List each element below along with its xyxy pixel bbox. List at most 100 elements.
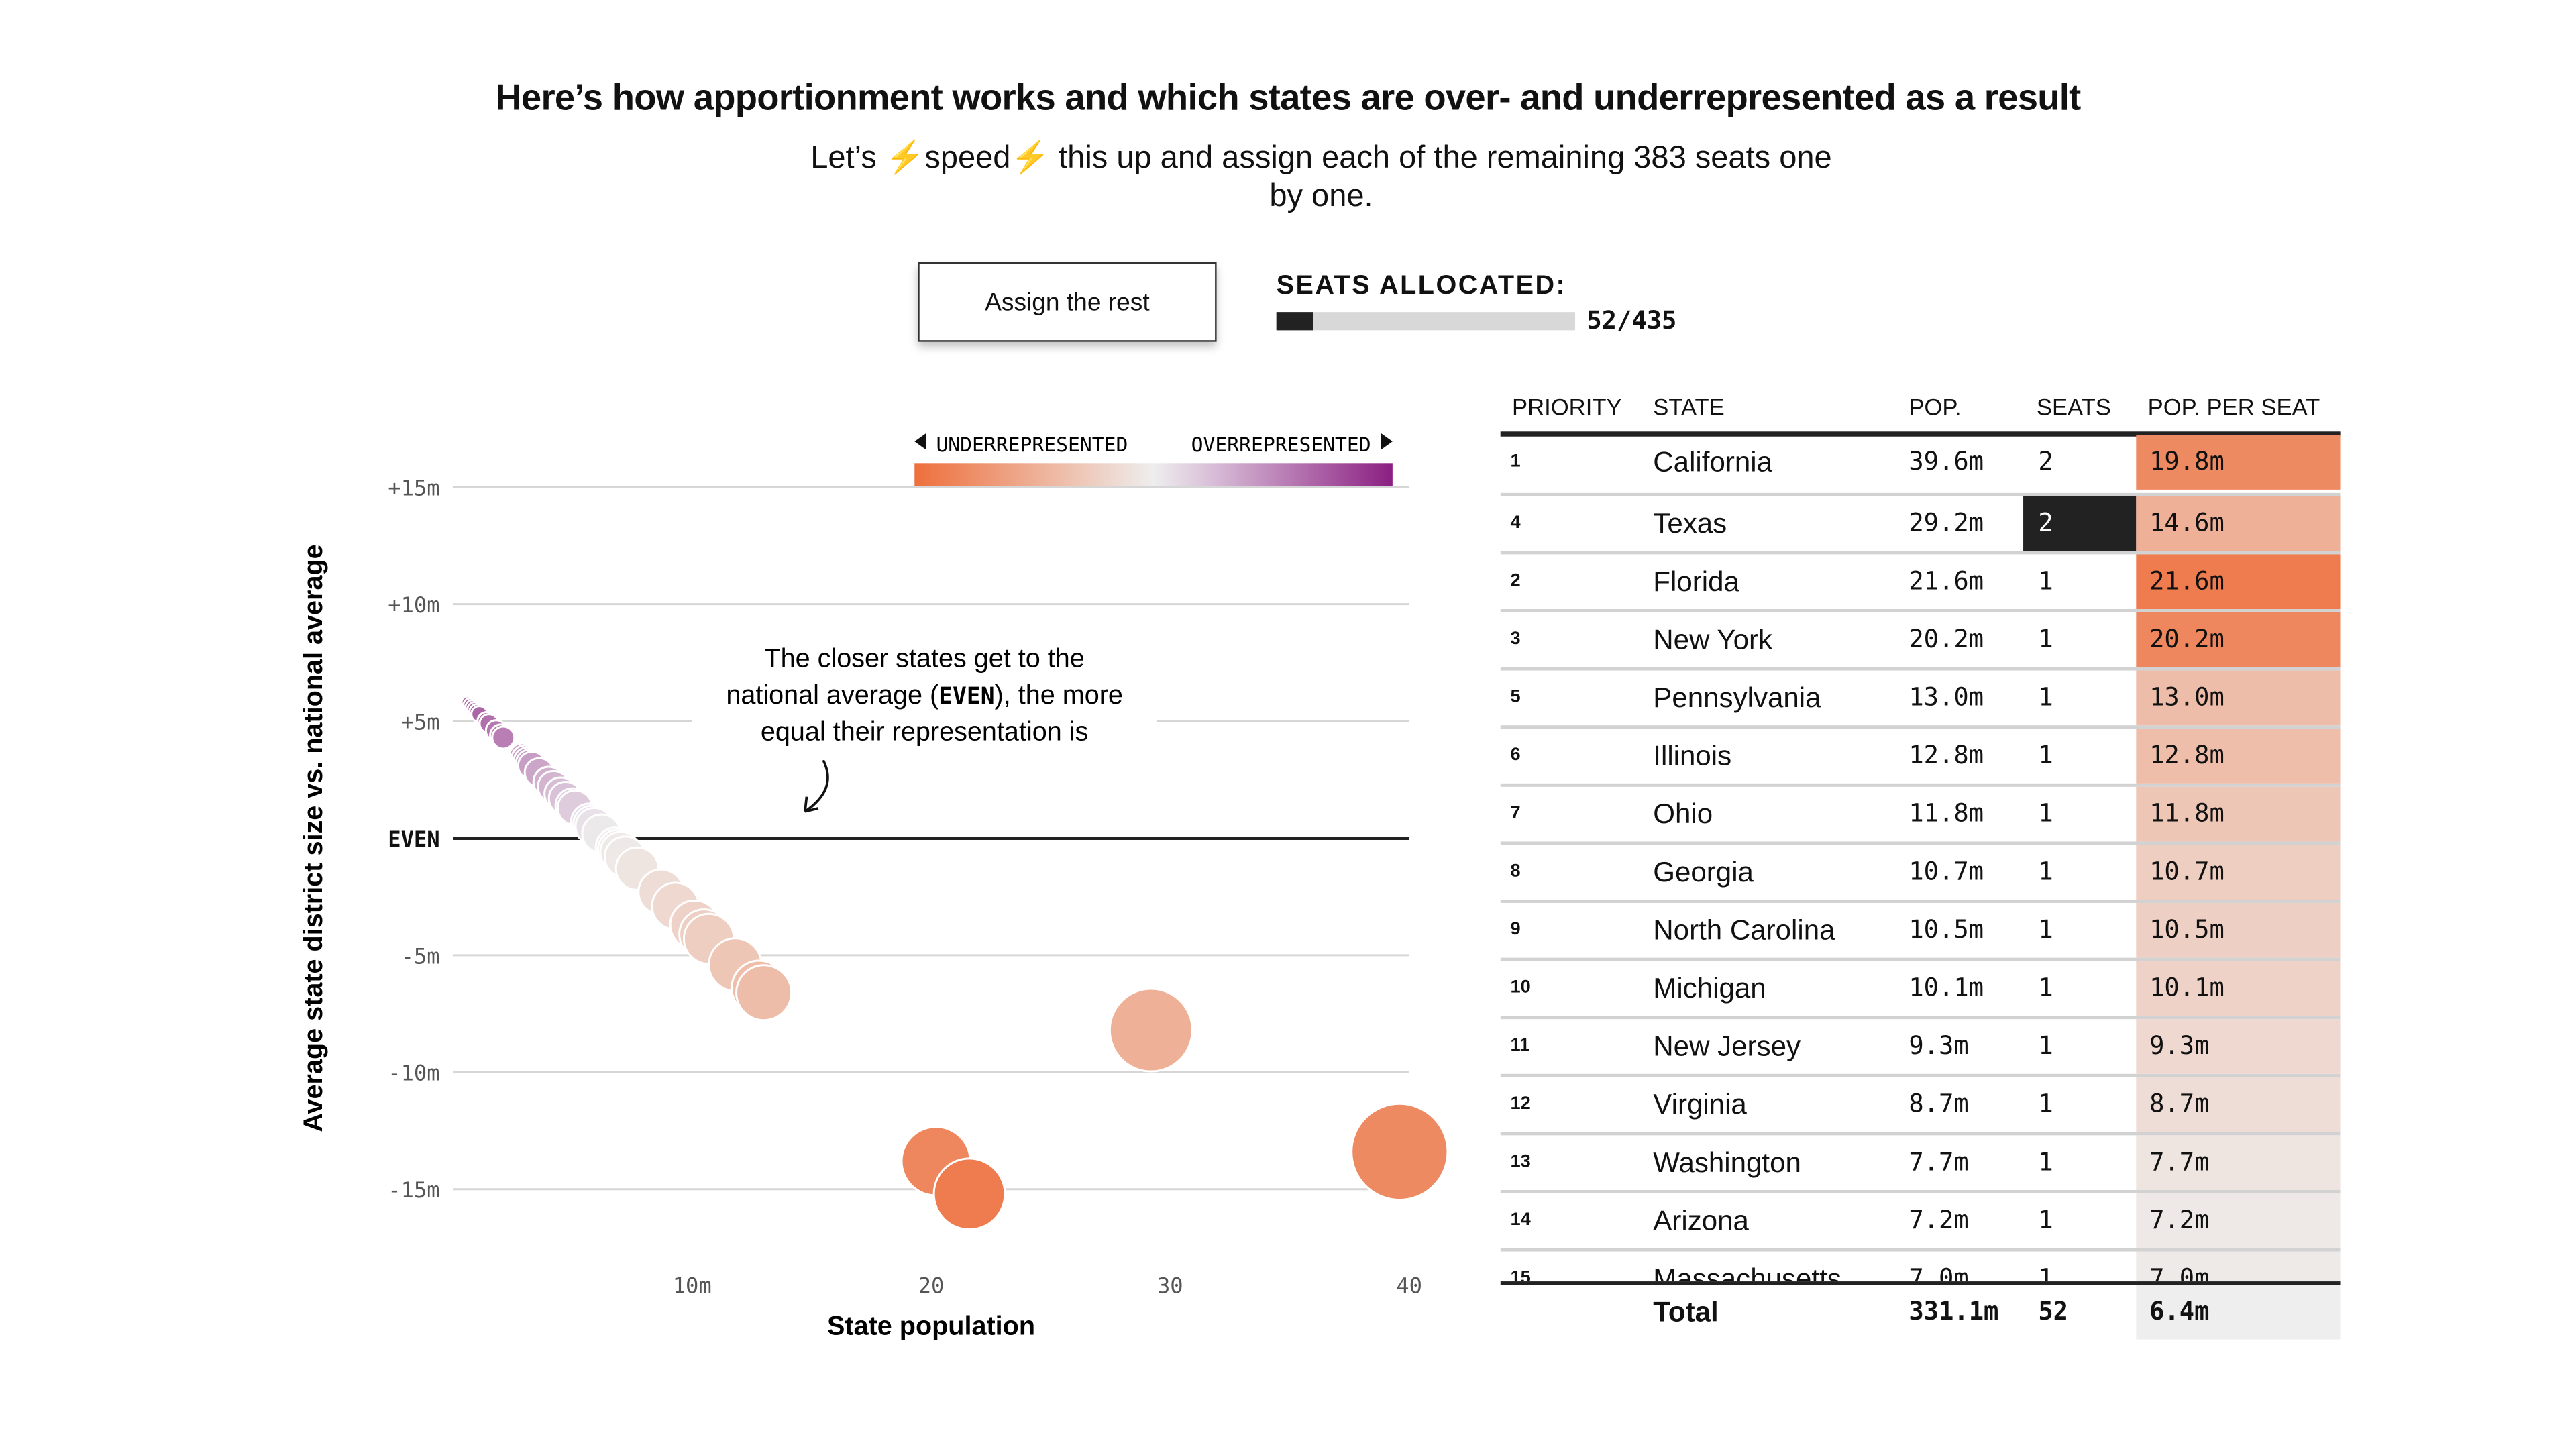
table-row[interactable]: 4 Texas 29.2m 2 14.6m: [1500, 492, 2341, 551]
total-row: Total 331.1m 52 6.4m: [1500, 1281, 2341, 1340]
seats-cell: 1: [2038, 1146, 2053, 1177]
pop-cell: 11.8m: [1909, 798, 1984, 828]
seats-cell: 1: [2038, 972, 2053, 1003]
state-bubble[interactable]: [735, 964, 793, 1022]
subtitle-text: this up and assign each of the remaining…: [1050, 141, 1832, 215]
x-tick-label: 40: [1396, 1273, 1422, 1298]
seats-cell: 1: [2038, 914, 2053, 945]
pop-per-seat-cell: 19.8m: [2136, 435, 2341, 490]
seats-count: 52/435: [1587, 305, 1677, 335]
state-cell: California: [1653, 446, 1772, 478]
subtitle-text: Let’s: [810, 141, 885, 176]
scatter-chart: +15m +10m +5m EVEN -5m -10m -15m 10m 20 30 40 UNDE…: [299, 433, 1449, 1340]
annotation: The closer states get to the national av…: [692, 631, 1157, 813]
state-bubble[interactable]: [1350, 1102, 1449, 1201]
seats-cell: 2: [2023, 496, 2137, 551]
state-cell: New Jersey: [1653, 1030, 1801, 1063]
seats-cell: 1: [2038, 566, 2053, 596]
annotation-line: equal their representation is: [761, 716, 1088, 746]
pop-cell: 7.7m: [1909, 1146, 1969, 1177]
pop-per-seat-cell: 7.7m: [2136, 1135, 2341, 1191]
seats-cell: 1: [2038, 1030, 2053, 1061]
seats-cell: 2: [2038, 446, 2053, 477]
table-row[interactable]: 7 Ohio 11.8m 1 11.8m: [1500, 783, 2341, 842]
curved-arrow-icon: [804, 759, 829, 813]
y-tick-label: +5m: [401, 709, 440, 735]
x-tick-label: 10m: [673, 1273, 712, 1298]
table-row[interactable]: 14 Arizona 7.2m 1 7.2m: [1500, 1190, 2341, 1248]
state-bubble[interactable]: [1108, 987, 1193, 1073]
pop-cell: 10.5m: [1909, 914, 1984, 945]
lightning-icon: ⚡: [1010, 141, 1051, 176]
priority-cell: 5: [1510, 687, 1521, 708]
seats-cell: 1: [2038, 740, 2053, 771]
table-row[interactable]: 10 Michigan 10.1m 1 10.1m: [1500, 957, 2341, 1016]
x-tick-label: 20: [918, 1273, 945, 1298]
col-header-state: STATE: [1653, 393, 1725, 420]
priority-cell: 2: [1510, 571, 1521, 591]
legend-under: UNDERREPRESENTED: [936, 433, 1128, 457]
table-row[interactable]: 12 Virginia 8.7m 1 8.7m: [1500, 1073, 2341, 1132]
table-row[interactable]: 2 Florida 21.6m 1 21.6m: [1500, 551, 2341, 610]
col-header-pop: POP.: [1909, 393, 1962, 420]
pop-cell: 13.0m: [1909, 682, 1984, 712]
legend-gradient: [914, 463, 1393, 486]
pop-per-seat-cell: 7.2m: [2136, 1193, 2341, 1248]
annotation-line: national average (EVEN), the more: [726, 680, 1123, 710]
y-tick-label: -5m: [401, 943, 440, 969]
seats-cell: 1: [2038, 1205, 2053, 1235]
table-row[interactable]: 6 Illinois 12.8m 1 12.8m: [1500, 725, 2341, 784]
state-bubble[interactable]: [491, 725, 516, 750]
pop-per-seat-cell: 13.0m: [2136, 670, 2341, 726]
seats-allocated-label: SEATS ALLOCATED:: [1276, 272, 1567, 301]
seats-cell: 1: [2038, 682, 2053, 712]
state-cell: Virginia: [1653, 1089, 1747, 1121]
table-row[interactable]: 11 New Jersey 9.3m 1 9.3m: [1500, 1016, 2341, 1074]
right-arrow-icon: [1381, 433, 1393, 450]
pop-cell: 12.8m: [1909, 740, 1984, 771]
y-tick-label: +10m: [388, 592, 439, 618]
state-cell: Georgia: [1653, 856, 1754, 888]
table-row[interactable]: 8 Georgia 10.7m 1 10.7m: [1500, 841, 2341, 900]
pop-per-seat-cell: 11.8m: [2136, 786, 2341, 842]
table-row[interactable]: 5 Pennsylvania 13.0m 1 13.0m: [1500, 667, 2341, 726]
pop-per-seat-cell: 20.2m: [2136, 612, 2341, 667]
state-bubble[interactable]: [932, 1157, 1006, 1231]
priority-cell: 6: [1510, 745, 1521, 765]
allocation-table[interactable]: 15 Massachusetts 7.0m 1 7.0m 14 Arizona 7.2m 1 7.…: [1500, 435, 2341, 1340]
col-header-priority: PRIORITY: [1511, 393, 1622, 420]
table-row[interactable]: 1 California 39.6m 2 19.8m: [1501, 435, 2341, 493]
y-axis-label: Average state district size vs. national…: [299, 544, 328, 1132]
priority-cell: 10: [1510, 977, 1531, 998]
subtitle: Let’s ⚡speed⚡ this up and assign each of…: [790, 140, 1852, 216]
total-seats: 52: [2038, 1296, 2069, 1326]
priority-cell: 3: [1510, 629, 1521, 649]
col-header-seats: SEATS: [2036, 393, 2111, 420]
pop-per-seat-cell: 21.6m: [2136, 554, 2341, 610]
pop-cell: 10.1m: [1909, 972, 1984, 1003]
table-row[interactable]: 3 New York 20.2m 1 20.2m: [1500, 609, 2341, 667]
seats-cell: 1: [2038, 856, 2053, 887]
pop-per-seat-cell: 10.7m: [2136, 845, 2341, 900]
col-header-pop-per-seat: POP. PER SEAT: [2147, 393, 2320, 420]
pop-cell: 39.6m: [1909, 446, 1984, 477]
table-row[interactable]: 9 North Carolina 10.5m 1 10.5m: [1500, 900, 2341, 958]
pop-per-seat-cell: 12.8m: [2136, 729, 2341, 784]
pop-cell: 20.2m: [1909, 624, 1984, 654]
total-pps: 6.4m: [2136, 1285, 2341, 1340]
table-row[interactable]: 13 Washington 7.7m 1 7.7m: [1500, 1132, 2341, 1191]
priority-cell: 8: [1510, 861, 1521, 881]
x-tick-label: 30: [1157, 1273, 1183, 1298]
y-tick-label: -15m: [388, 1177, 439, 1203]
y-tick-label: +15m: [388, 476, 439, 501]
priority-cell: 14: [1510, 1210, 1531, 1230]
state-cell: Michigan: [1653, 972, 1766, 1004]
assign-the-rest-button[interactable]: Assign the rest: [918, 262, 1217, 342]
state-cell: Ohio: [1653, 798, 1713, 830]
priority-cell: 4: [1510, 513, 1521, 533]
state-cell: Florida: [1653, 566, 1739, 598]
lightning-icon: ⚡: [885, 141, 925, 176]
total-pop: 331.1m: [1909, 1296, 1999, 1326]
pop-cell: 21.6m: [1909, 566, 1984, 596]
